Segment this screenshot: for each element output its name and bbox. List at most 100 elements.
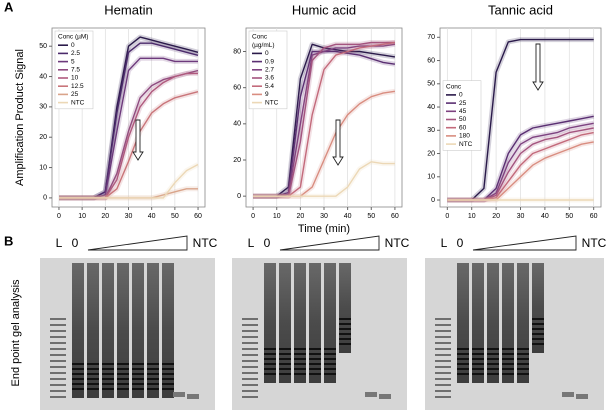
x-tick-label: 50 [565, 213, 573, 220]
gel-band [457, 363, 469, 365]
gel-band [532, 338, 544, 340]
gel-band [532, 343, 544, 345]
ladder-band [435, 336, 451, 338]
gel-band [532, 318, 544, 320]
y-tick-label: 40 [39, 73, 47, 80]
legend-title: Conc [252, 34, 268, 41]
gel-band [87, 388, 99, 390]
primer-band [562, 392, 574, 397]
gel-band [502, 358, 514, 360]
x-tick-label: 60 [391, 213, 399, 220]
ladder-band [435, 324, 451, 326]
gel-band [487, 368, 499, 370]
gel-band [264, 363, 276, 365]
gel-band [72, 388, 84, 390]
gel-band [472, 363, 484, 365]
ladder-band [50, 336, 66, 338]
gel-band [162, 373, 174, 375]
ladder-band [435, 384, 451, 386]
gel-band [339, 338, 351, 340]
gel-band [339, 328, 351, 330]
gel-band [264, 348, 276, 350]
gel-band [517, 363, 529, 365]
gel-band [87, 368, 99, 370]
legend-label: 5.4 [265, 83, 274, 90]
lane-label: L [56, 236, 63, 250]
gel-band [72, 368, 84, 370]
legend-label: 9 [265, 91, 269, 98]
y-tick-label: 40 [233, 121, 241, 128]
series-line [253, 161, 395, 197]
ladder-band [50, 396, 66, 398]
gel-band [117, 378, 129, 380]
y-tick-label: 10 [39, 164, 47, 171]
gel-band [472, 373, 484, 375]
legend-box [442, 80, 482, 151]
wedge [472, 235, 577, 251]
gel-band [264, 373, 276, 375]
x-axis-label: Time (min) [298, 223, 350, 235]
gel-band [162, 383, 174, 385]
ladder-band [242, 396, 258, 398]
ladder-band [242, 390, 258, 392]
ladder-band [50, 318, 66, 320]
lane-label: 0 [72, 236, 79, 250]
gel-band [457, 348, 469, 350]
gel-band [102, 388, 114, 390]
y-tick-label: 0 [237, 193, 241, 200]
ladder-band [435, 378, 451, 380]
y-tick-label: 20 [39, 134, 47, 141]
gel-band [532, 333, 544, 335]
gel-band [487, 353, 499, 355]
legend-label: 12.5 [71, 83, 84, 90]
primer-band [379, 394, 391, 399]
gel-band [339, 333, 351, 335]
gel-band [294, 348, 306, 350]
gel-lane [102, 263, 114, 398]
legend-label: 0.9 [265, 58, 274, 65]
gel-band [147, 388, 159, 390]
legend-label: 3.6 [265, 75, 274, 82]
ladder-band [435, 396, 451, 398]
arrow [132, 119, 144, 161]
gel-band [279, 353, 291, 355]
legend-label: 2.5 [71, 50, 80, 57]
gel-band [147, 363, 159, 365]
x-tick-label: 0 [445, 213, 449, 220]
legend-label: 10 [71, 75, 79, 82]
gel-image [425, 258, 604, 410]
primer-band [187, 394, 199, 399]
gel-band [147, 373, 159, 375]
ladder-band [435, 330, 451, 332]
gel-band [72, 363, 84, 365]
gel-lane [72, 263, 84, 398]
gel-band [294, 368, 306, 370]
ladder-band [242, 378, 258, 380]
x-tick-label: 50 [171, 213, 179, 220]
gel-band [339, 323, 351, 325]
primer-band [576, 394, 588, 399]
ladder-band [242, 372, 258, 374]
gel-band [339, 343, 351, 345]
arrow [532, 43, 544, 91]
gel-band [102, 368, 114, 370]
y-tick-label: 50 [39, 43, 47, 50]
gel-lane [87, 263, 99, 398]
lane-label: 0 [457, 236, 464, 250]
gel-band [487, 373, 499, 375]
gel-band [279, 373, 291, 375]
gel-band [324, 353, 336, 355]
lane-label: L [441, 236, 448, 250]
gel-band [517, 368, 529, 370]
legend-title: (µg/mL) [252, 42, 275, 49]
ladder-band [435, 360, 451, 362]
ladder-band [50, 384, 66, 386]
gel-band [102, 363, 114, 365]
gel-band [472, 368, 484, 370]
y-tick-label: 30 [39, 104, 47, 111]
gel-lane [162, 263, 174, 398]
ladder-band [435, 366, 451, 368]
gel-band [132, 388, 144, 390]
ladder-band [242, 354, 258, 356]
x-tick-label: 30 [125, 213, 133, 220]
